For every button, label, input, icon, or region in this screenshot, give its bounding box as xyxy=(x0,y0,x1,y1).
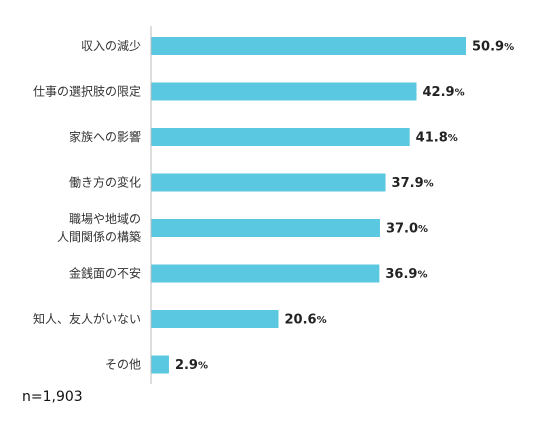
bars-group xyxy=(151,37,466,374)
percent-unit: % xyxy=(198,360,208,371)
category-label: 金銭面の不安 xyxy=(69,266,141,281)
bar xyxy=(151,355,169,374)
value-label: 36.9% xyxy=(385,267,427,282)
value-labels-group: 50.9% 42.9% 41.8% 37.9% 37.0% 36.9% 20.6% 2.9% xyxy=(175,40,514,374)
value-label: 41.8% xyxy=(416,131,458,146)
value-label: 37.0% xyxy=(386,222,428,237)
bar xyxy=(151,82,417,101)
value-label: 2.9% xyxy=(175,358,208,373)
bar xyxy=(151,264,380,283)
category-labels-group: 収入の減少仕事の選択肢の限定家族への影響働き方の変化職場や地域の人間関係の構築金… xyxy=(33,38,141,372)
percent-unit: % xyxy=(504,42,514,53)
category-label: 仕事の選択肢の限定 xyxy=(33,84,141,99)
value-label: 50.9% xyxy=(472,40,514,55)
category-label: 家族への影響 xyxy=(69,129,141,144)
category-label: 人間関係の構築 xyxy=(57,229,141,244)
percent-unit: % xyxy=(317,315,327,326)
value-label: 20.6% xyxy=(284,313,326,328)
category-label: 知人、友人がいない xyxy=(33,311,141,326)
value-label: 37.9% xyxy=(392,176,434,191)
sample-size-note: n=1,903 xyxy=(22,389,83,405)
percent-unit: % xyxy=(418,224,428,235)
category-label: 職場や地域の xyxy=(69,212,141,226)
value-label: 42.9% xyxy=(422,85,464,100)
category-label: 働き方の変化 xyxy=(69,175,141,190)
bar xyxy=(151,219,380,237)
percent-unit: % xyxy=(417,269,427,280)
category-label: 収入の減少 xyxy=(81,38,141,53)
percent-unit: % xyxy=(448,133,458,144)
percent-unit: % xyxy=(424,178,434,189)
bar xyxy=(151,173,386,192)
bar xyxy=(151,37,466,55)
category-label: その他 xyxy=(105,358,141,372)
bar xyxy=(151,310,279,328)
percent-unit: % xyxy=(455,87,465,98)
bar xyxy=(151,128,410,146)
